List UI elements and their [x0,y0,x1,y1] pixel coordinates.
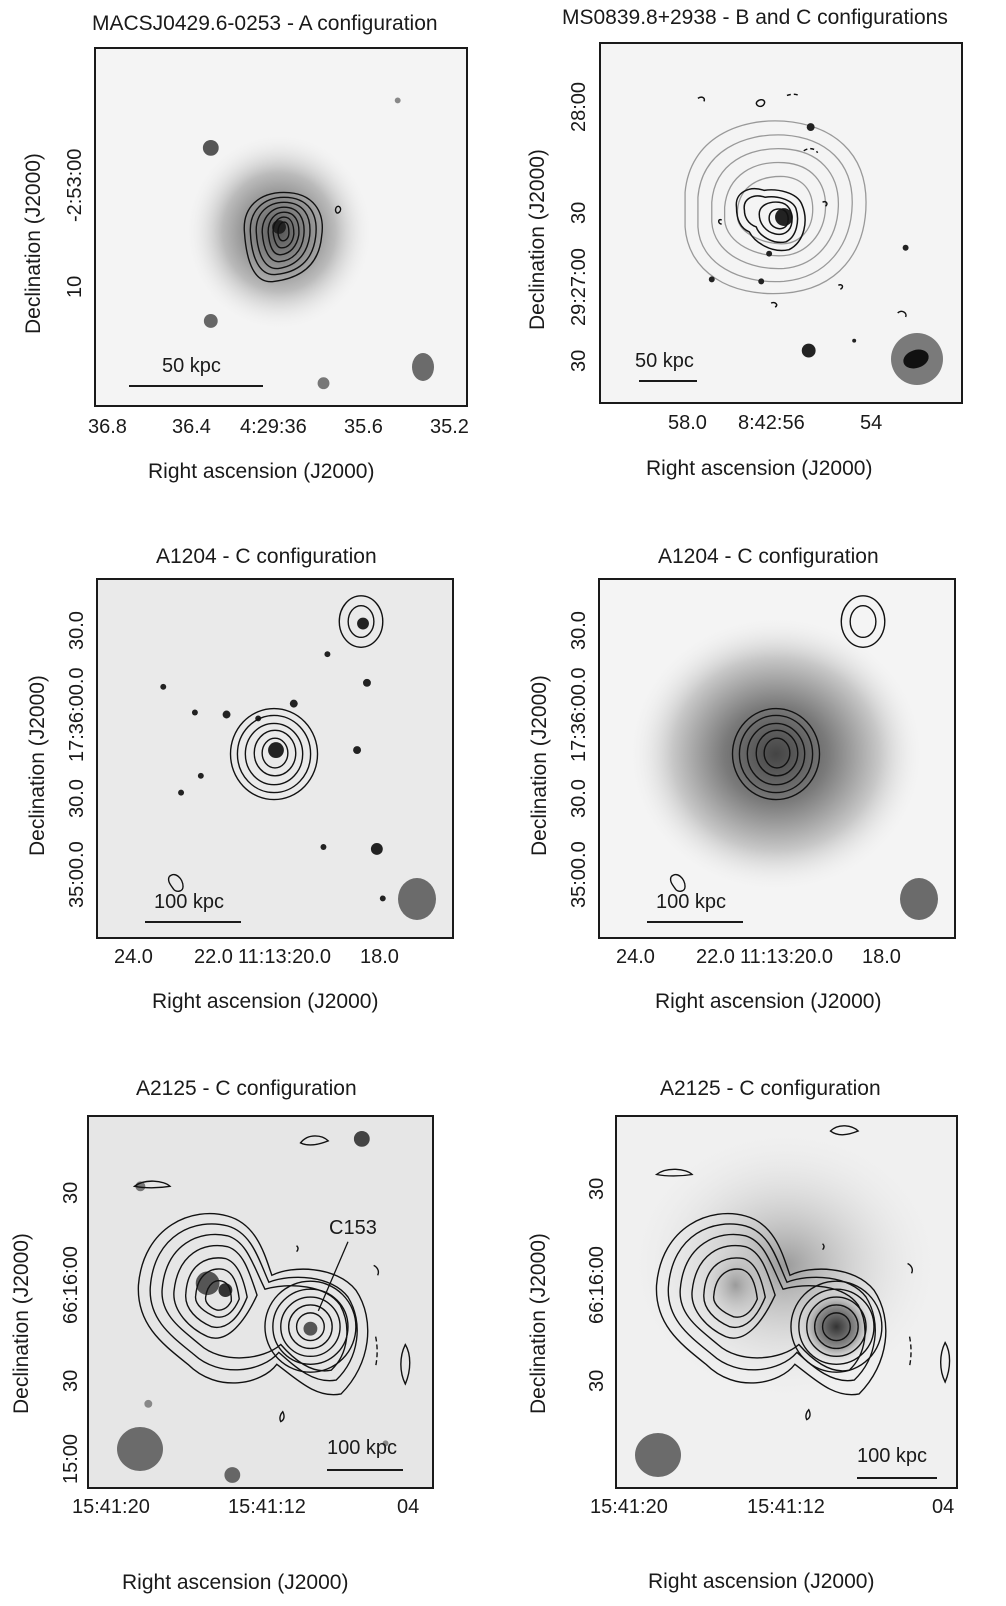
y-tick-label: 30.0 [66,779,88,818]
image-frame: 50 kpc [599,42,963,404]
y-tick-label: 15:00 [60,1433,82,1484]
scalebar-line [639,380,697,382]
y-tick-label: 17:36:00.0 [568,667,590,762]
image-frame: C153 100 kpc [87,1115,434,1489]
x-tick-label: 36.4 [172,416,211,438]
y-tick-label: 30.0 [568,611,590,650]
scalebar-label: 50 kpc [635,350,694,372]
x-tick-label: 8:42:56 [738,412,805,434]
y-tick-label: -2:53:00 [64,148,86,222]
x-tick-label: 24.0 [114,946,153,968]
scalebar-line [647,921,743,923]
y-tick-label: 30 [586,1369,608,1392]
x-tick-label: 22.0 [194,946,233,968]
beam-ellipse [900,878,938,920]
beam-ellipse [398,878,436,920]
y-tick-label: 35:00.0 [66,841,88,908]
panel-title: A2125 - C configuration [660,1077,881,1100]
beam-ellipse [412,353,434,381]
x-tick-label: 58.0 [668,412,707,434]
scalebar-line [129,385,263,387]
y-tick-label: 66:16:00 [60,1246,82,1324]
x-tick-label: 18.0 [360,946,399,968]
x-tick-label: 4:29:36 [240,416,307,438]
x-tick-label: 04 [397,1496,420,1518]
x-tick-label: 15:41:20 [590,1496,668,1518]
y-tick-label: 17:36:00.0 [66,667,88,762]
scalebar-label: 100 kpc [857,1445,928,1467]
y-tick-label: 35:00.0 [568,841,590,908]
image-frame: 100 kpc [615,1115,958,1489]
scalebar-line [145,921,241,923]
radio-contour-image [626,1125,951,1421]
beam-ellipse [117,1427,163,1471]
x-tick-label: 36.8 [88,416,127,438]
x-tick-label: 15:41:20 [72,1496,150,1518]
x-tick-label: 35.6 [344,416,383,438]
x-axis-label: Right ascension (J2000) [648,1570,875,1593]
radio-contour-image [627,595,925,893]
y-axis-label: Declination (J2000) [528,675,551,856]
x-axis-label: Right ascension (J2000) [655,990,882,1013]
y-axis-label: Declination (J2000) [527,1233,550,1414]
y-tick-label: 66:16:00 [586,1246,608,1324]
y-tick-label: 30 [568,349,590,372]
y-tick-label: 28:00 [568,81,590,132]
x-tick-label: 24.0 [616,946,655,968]
x-tick-label: 54 [860,412,883,434]
y-tick-label: 30 [60,1369,82,1392]
y-axis-label: Declination (J2000) [10,1233,33,1414]
beam-ellipse [635,1433,681,1477]
y-tick-label: 30 [60,1181,82,1204]
panel-title: A1204 - C configuration [156,545,377,568]
y-tick-label: 29:27:00 [568,248,590,326]
annotation-label: C153 [329,1217,377,1239]
x-tick-label: 15:41:12 [747,1496,825,1518]
radio-contour-image [684,93,909,358]
x-tick-label: 35.2 [430,416,469,438]
scalebar-label: 100 kpc [656,891,727,913]
scalebar-label: 100 kpc [154,891,225,913]
x-tick-label: 15:41:12 [228,1496,306,1518]
image-frame: 100 kpc [96,578,454,939]
image-frame: 50 kpc [94,47,468,407]
panel-title: A2125 - C configuration [136,1077,357,1100]
scalebar-label: 50 kpc [162,355,221,377]
y-axis-label: Declination (J2000) [22,153,45,334]
x-tick-label: 22.0 [696,946,735,968]
y-tick-label: 30 [586,1177,608,1200]
panel-title: A1204 - C configuration [658,545,879,568]
scalebar-line [327,1469,403,1471]
y-tick-label: 30 [568,201,590,224]
x-axis-label: Right ascension (J2000) [148,460,375,483]
radio-contour-image [132,1130,411,1483]
y-tick-label: 10 [64,275,86,298]
x-tick-label: 18.0 [862,946,901,968]
radio-contour-image [160,595,386,902]
x-tick-label: 11:13:20.0 [238,946,332,968]
x-tick-label: 11:13:20.0 [740,946,834,968]
panel-title: MACSJ0429.6-0253 - A configuration [92,12,438,35]
x-axis-label: Right ascension (J2000) [122,1571,349,1594]
panel-title: MS0839.8+2938 - B and C configurations [562,6,948,29]
scalebar-line [857,1477,937,1479]
y-axis-label: Declination (J2000) [526,149,549,330]
x-tick-label: 04 [932,1496,955,1518]
radio-contour-image [185,97,401,390]
y-axis-label: Declination (J2000) [26,675,49,856]
x-axis-label: Right ascension (J2000) [152,990,379,1013]
y-tick-label: 30.0 [568,779,590,818]
image-frame: 100 kpc [598,578,956,939]
x-axis-label: Right ascension (J2000) [646,457,873,480]
scalebar-label: 100 kpc [327,1437,398,1459]
y-tick-label: 30.0 [66,611,88,650]
